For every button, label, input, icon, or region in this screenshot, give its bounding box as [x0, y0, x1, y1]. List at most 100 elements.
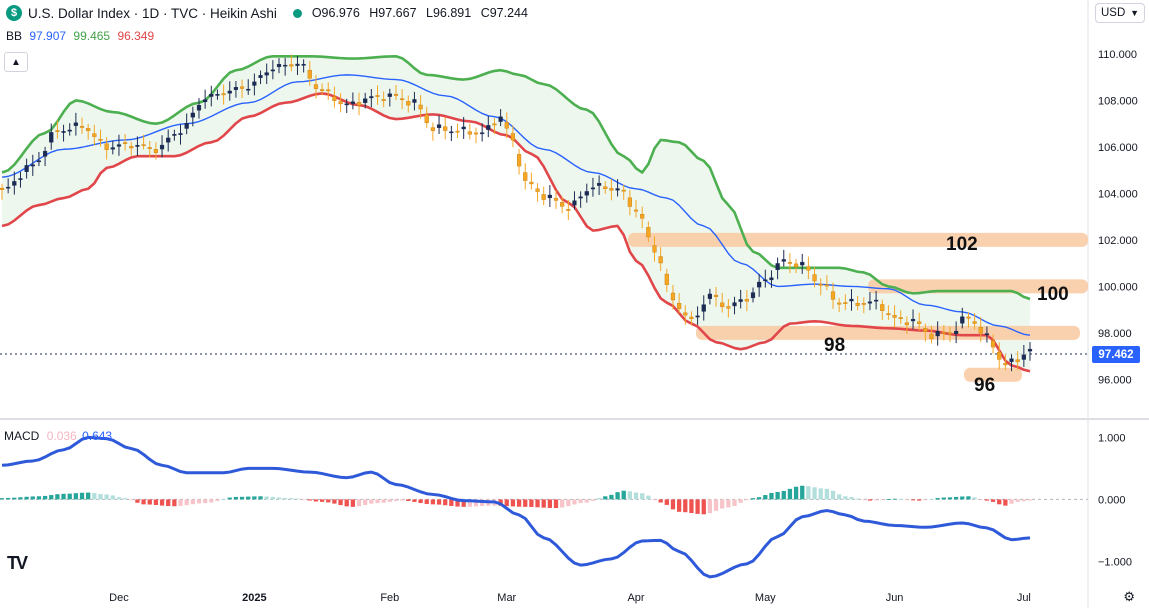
macd-histogram-bar — [116, 497, 122, 500]
macd-histogram-bar — [104, 494, 109, 500]
macd-histogram-bar — [510, 499, 516, 507]
bb-legend[interactable]: BB 97.907 99.465 96.349 — [6, 29, 154, 43]
price-tick-label: 96.000 — [1098, 374, 1132, 386]
candle-body — [886, 313, 891, 315]
macd-histogram-bar — [178, 499, 183, 506]
macd-histogram-bar — [529, 499, 534, 507]
macd-histogram-bar — [473, 499, 479, 507]
candle-body — [677, 303, 682, 309]
macd-histogram-bar — [86, 492, 91, 500]
macd-histogram-bar — [264, 496, 269, 500]
zone-96 — [964, 367, 1022, 382]
candle-body — [941, 331, 946, 334]
macd-histogram-bar — [326, 499, 331, 503]
candle-body — [486, 125, 491, 130]
time-tick-label: May — [755, 592, 776, 604]
macd-histogram-bar — [98, 493, 103, 500]
candle-body — [547, 194, 552, 199]
candle-body — [480, 132, 485, 135]
macd-histogram-bar — [516, 499, 522, 507]
macd-histogram-bar — [61, 493, 66, 500]
macd-histogram-bar — [806, 486, 811, 500]
candle-body — [775, 263, 780, 271]
macd-histogram-bar — [904, 499, 910, 501]
macd-histogram-bar — [713, 499, 719, 511]
macd-histogram-bar — [110, 495, 115, 500]
macd-histogram-bar — [769, 492, 774, 500]
candle-body — [375, 95, 380, 97]
macd-histogram-bar — [141, 499, 146, 505]
candle-body — [301, 63, 306, 66]
macd-histogram-bar — [664, 499, 669, 505]
candle-body — [806, 266, 811, 271]
macd-histogram-bar — [596, 497, 602, 500]
collapse-legend-button[interactable]: ▲ — [4, 52, 28, 72]
macd-histogram-bar — [781, 490, 786, 500]
macd-tick-label: 0.000 — [1098, 494, 1126, 506]
candle-body — [793, 263, 799, 267]
macd-histogram-bar — [227, 497, 232, 500]
macd-histogram-bar — [867, 499, 873, 501]
candle-body — [233, 87, 239, 90]
candle-body — [184, 123, 189, 129]
macd-histogram-bar — [984, 499, 990, 501]
bollinger-band-fill — [2, 56, 1030, 372]
macd-histogram-bar — [283, 497, 288, 500]
candle-body — [350, 101, 355, 104]
macd-histogram-bar — [590, 499, 596, 501]
currency-select[interactable]: USD ▼ — [1095, 3, 1145, 23]
macd-histogram-bar — [424, 499, 429, 504]
macd-legend[interactable]: MACD 0.036 0.643 — [4, 429, 112, 443]
candle-body — [510, 133, 516, 141]
candle-body — [597, 182, 602, 186]
macd-histogram-bar — [172, 499, 177, 507]
candle-body — [972, 321, 977, 324]
candle-body — [418, 104, 423, 110]
macd-histogram-bar — [344, 499, 349, 507]
candle-body — [307, 69, 312, 79]
macd-histogram-bar — [603, 496, 608, 500]
macd-histogram-bar — [49, 495, 54, 500]
bb-basis-value: 97.907 — [29, 29, 67, 43]
macd-tick-label: 1.000 — [1098, 432, 1126, 444]
candle-body — [713, 294, 719, 297]
macd-histogram-bar — [738, 499, 743, 503]
candle-body — [541, 194, 546, 200]
macd-histogram-bar — [744, 499, 749, 501]
candle-body — [504, 122, 509, 129]
macd-histogram-bar — [861, 499, 866, 501]
symbol-title[interactable]: U.S. Dollar Index · 1D · TVC · Heikin As… — [28, 5, 277, 21]
candle-body — [129, 146, 134, 149]
candle-body — [849, 298, 854, 302]
currency-value: USD — [1101, 7, 1126, 19]
tradingview-logo-icon[interactable]: TV — [7, 553, 28, 573]
macd-histogram-bar — [18, 497, 23, 500]
candle-body — [492, 123, 497, 126]
macd-histogram-bar — [633, 492, 639, 500]
macd-histogram-bar — [166, 499, 171, 507]
candle-body — [1021, 354, 1026, 360]
candle-body — [381, 99, 386, 101]
candle-body — [664, 273, 669, 285]
macd-histogram-bar — [67, 493, 72, 500]
candle-body — [750, 292, 756, 299]
settings-gear-icon[interactable]: ⚙ — [1123, 589, 1135, 604]
candle-body — [978, 327, 983, 334]
candle-body — [584, 191, 589, 196]
price-tick-label: 98.000 — [1098, 328, 1132, 340]
macd-histogram-bar — [129, 499, 134, 501]
open-value: O96.976 — [311, 6, 360, 20]
candle-body — [695, 315, 700, 318]
macd-histogram-bar — [849, 496, 854, 500]
candle-body — [732, 302, 737, 307]
macd-histogram-bar — [652, 499, 657, 501]
candle-body — [535, 188, 540, 192]
macd-histogram-bar — [79, 492, 85, 500]
candle-body — [147, 147, 152, 149]
macd-histogram-bar — [307, 499, 312, 501]
macd-histogram-bar — [763, 495, 768, 500]
candle-body — [824, 284, 829, 287]
candle-body — [276, 64, 282, 68]
macd-histogram-bar — [670, 499, 676, 510]
